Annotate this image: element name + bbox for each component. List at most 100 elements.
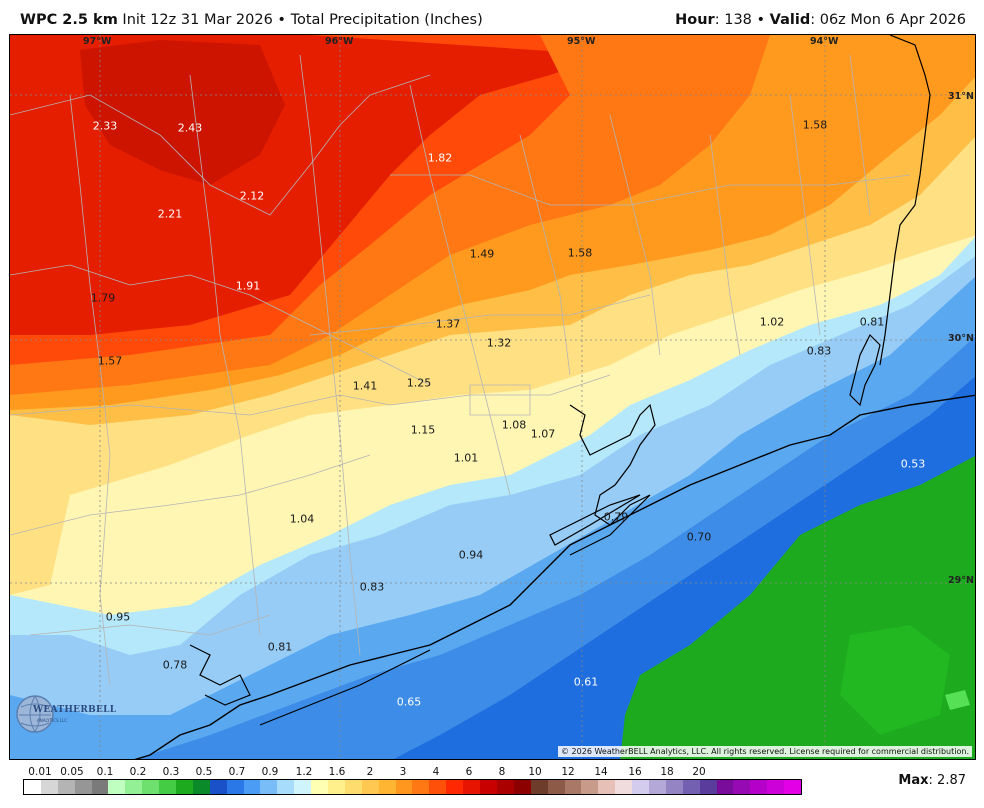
legend-color-bar <box>23 779 802 795</box>
legend-tick: 3 <box>399 766 407 778</box>
hour-label: Hour <box>675 12 715 28</box>
max-label: Max <box>898 773 929 788</box>
legend-swatch <box>446 780 464 794</box>
legend-swatch <box>665 780 683 794</box>
legend-swatch <box>412 780 430 794</box>
legend-swatch <box>581 780 599 794</box>
legend-tick: 20 <box>692 766 706 778</box>
legend-tick: 1.2 <box>295 766 313 778</box>
legend-swatch <box>57 780 75 794</box>
precip-value: 2.21 <box>157 207 183 221</box>
precip-value: 1.15 <box>410 423 436 437</box>
legend-tick: 0.3 <box>162 766 180 778</box>
legend-swatch <box>361 780 379 794</box>
legend-tick: 0.7 <box>228 766 246 778</box>
precip-value: 1.04 <box>289 512 315 526</box>
legend-tick: 6 <box>465 766 473 778</box>
precip-value: 1.57 <box>97 354 123 368</box>
precip-value: 1.37 <box>435 317 461 331</box>
logo-globe-icon <box>16 695 54 733</box>
legend-swatch <box>632 780 649 794</box>
band-0.5in-patch <box>840 625 950 735</box>
legend-tick: 1.6 <box>328 766 346 778</box>
galveston-bay <box>569 403 656 556</box>
matagorda-island <box>259 649 431 726</box>
lon-label-95: 95°W <box>567 36 596 47</box>
legend-swatch <box>277 780 295 794</box>
legend-swatch <box>192 780 210 794</box>
legend-swatch <box>176 780 193 794</box>
separator: • <box>277 12 286 28</box>
legend-swatch <box>463 780 481 794</box>
legend-swatch <box>395 780 413 794</box>
precip-value: 1.01 <box>453 451 479 465</box>
bolivar-peninsula <box>549 494 641 546</box>
legend-tick: 0.05 <box>60 766 84 778</box>
legend-swatch <box>429 780 447 794</box>
valid-value: : 06z Mon 6 Apr 2026 <box>810 12 966 28</box>
precip-value: 1.49 <box>469 247 495 261</box>
legend-tick: 14 <box>594 766 608 778</box>
precip-value: 0.81 <box>267 640 293 654</box>
precip-value: 1.32 <box>486 336 512 350</box>
legend-tick: 8 <box>498 766 506 778</box>
legend-swatch <box>750 780 768 794</box>
legend-tick: 2 <box>366 766 374 778</box>
map-header: WPC 2.5 km Init 12z 31 Mar 2026 • Total … <box>0 0 984 34</box>
precipitation-map[interactable]: 97°W 96°W 95°W 94°W 31°N 30°N 29°N 2.33 … <box>9 34 976 760</box>
precip-value: 1.58 <box>567 246 593 260</box>
legend-swatch <box>767 780 785 794</box>
legend-swatch <box>480 780 497 794</box>
legend-tick: 0.5 <box>195 766 213 778</box>
precip-value: 0.78 <box>162 658 188 672</box>
header-left: WPC 2.5 km Init 12z 31 Mar 2026 • Total … <box>20 12 483 28</box>
precip-value: 1.08 <box>501 418 527 432</box>
precip-value: 0.83 <box>806 344 832 358</box>
legend-tick: 10 <box>528 766 542 778</box>
legend-swatch <box>159 780 177 794</box>
legend-swatch <box>91 780 109 794</box>
precip-value: 0.79 <box>603 510 629 524</box>
legend-tick: 0.2 <box>129 766 147 778</box>
product-name: Total Precipitation (Inches) <box>290 12 483 28</box>
legend-tick: 4 <box>432 766 440 778</box>
legend-swatch <box>108 780 126 794</box>
precip-value: 2.43 <box>177 121 203 135</box>
legend-swatch <box>378 780 396 794</box>
model-name: WPC 2.5 km <box>20 12 118 28</box>
legend-swatch <box>40 780 58 794</box>
legend-tick: 0.01 <box>28 766 52 778</box>
legend-swatch <box>226 780 244 794</box>
precip-value: 1.02 <box>759 315 785 329</box>
legend-swatch <box>564 780 582 794</box>
lon-label-96: 96°W <box>325 36 354 47</box>
state-border <box>879 35 931 366</box>
header-right: Hour: 138 • Valid: 06z Mon 6 Apr 2026 <box>675 12 966 28</box>
precip-value: 0.94 <box>458 548 484 562</box>
precip-value: 0.81 <box>859 315 885 329</box>
lat-label-31: 31°N <box>948 91 974 102</box>
init-time: Init 12z 31 Mar 2026 <box>122 12 273 28</box>
weatherbell-logo: WEATHERBELL ANALYTICS LLC <box>15 691 116 737</box>
precip-value: 1.82 <box>427 151 453 165</box>
legend-swatch <box>209 780 227 794</box>
precip-value: 1.79 <box>90 291 116 305</box>
legend-swatch <box>733 780 751 794</box>
legend-swatch <box>142 780 160 794</box>
logo-text: WEATHERBELL <box>33 705 117 715</box>
band-0.4in-patch <box>945 690 970 710</box>
legend-tick: 16 <box>628 766 642 778</box>
lon-label-94: 94°W <box>810 36 839 47</box>
legend-swatch <box>716 780 734 794</box>
matagorda-bay <box>189 644 251 706</box>
legend-tick: 0.9 <box>261 766 279 778</box>
hour-value: : 138 <box>714 12 752 28</box>
precip-value: 1.91 <box>235 279 261 293</box>
legend-swatch <box>682 780 700 794</box>
legend-swatch <box>344 780 362 794</box>
coastline <box>134 394 975 759</box>
latlon-grid <box>10 35 975 759</box>
valid-label: Valid <box>769 12 811 28</box>
lat-label-29: 29°N <box>948 575 974 586</box>
legend-swatch <box>125 780 143 794</box>
